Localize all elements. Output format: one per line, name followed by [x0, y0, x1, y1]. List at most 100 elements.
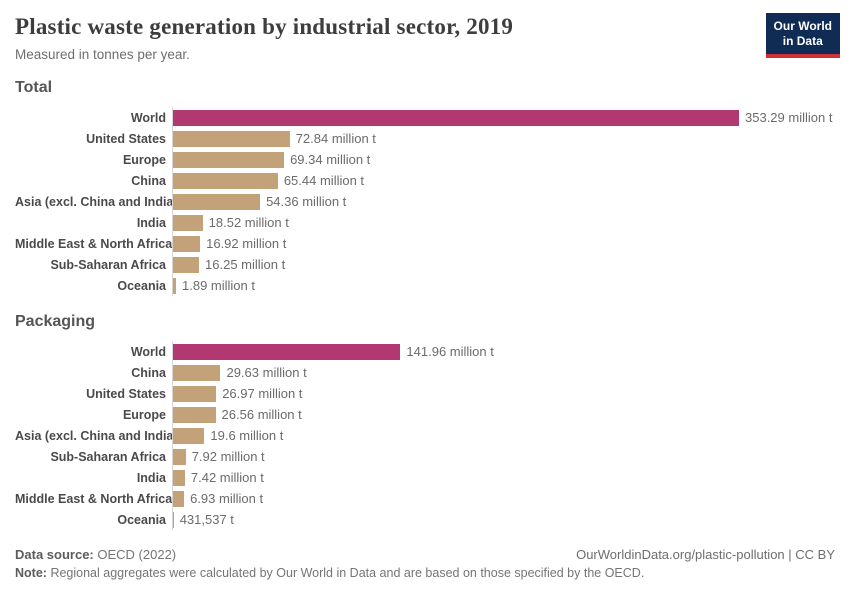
bar-value-label: 1.89 million t	[182, 278, 255, 293]
bar-row-label: China	[131, 173, 166, 188]
bar-row-label: United States	[86, 131, 166, 146]
bar-row: World 141.96 million t	[15, 341, 835, 362]
chart-section-packaging: Packaging World 141.96 million t China 29.63…	[15, 313, 835, 530]
bar-row: China 29.63 million t	[15, 362, 835, 383]
bar[interactable]	[173, 193, 261, 210]
bar-value-label: 18.52 million t	[208, 215, 289, 230]
bar-row-label: United States	[86, 386, 166, 401]
bar-track: 29.63 million t	[172, 362, 835, 383]
bar-value-label: 19.6 million t	[210, 428, 284, 443]
bar-track: 26.56 million t	[172, 404, 835, 425]
page-subtitle: Measured in tonnes per year.	[15, 47, 190, 62]
bar-rows: World 141.96 million t China 29.63 million …	[15, 341, 835, 530]
bar-value-label: 16.25 million t	[205, 257, 286, 272]
bar-value-label: 7.42 million t	[190, 470, 264, 485]
bar-row: Oceania 431,537 t	[15, 509, 835, 530]
bar-value-label: 141.96 million t	[406, 344, 494, 359]
bar[interactable]	[173, 256, 200, 273]
bar-track: 54.36 million t	[172, 191, 835, 212]
bar-row: Asia (excl. China and India) 54.36 millio…	[15, 191, 835, 212]
note: Note: Regional aggregates were calculate…	[15, 566, 644, 580]
bar-track: 141.96 million t	[172, 341, 835, 362]
section-title: Packaging	[15, 313, 96, 330]
bar-row-label: Europe	[122, 152, 166, 167]
bar-value-label: 29.63 million t	[226, 365, 307, 380]
bar-row-label: Oceania	[117, 278, 166, 293]
page-title: Plastic waste generation by industrial s…	[15, 14, 514, 39]
bar-row: China 65.44 million t	[15, 170, 835, 191]
bar[interactable]	[173, 109, 739, 126]
bar-row: Sub-Saharan Africa 16.25 million t	[15, 254, 835, 275]
bar-row: Europe 26.56 million t	[15, 404, 835, 425]
bar[interactable]	[173, 214, 203, 231]
bar-row-label: Asia (excl. China and India)	[15, 428, 178, 443]
bar[interactable]	[173, 427, 205, 444]
bar-value-label: 26.56 million t	[221, 407, 302, 422]
bar-row: United States 26.97 million t	[15, 383, 835, 404]
bar-row: Europe 69.34 million t	[15, 149, 835, 170]
owid-logo-line2: in Data	[782, 34, 823, 48]
bar-value-label: 353.29 million t	[745, 110, 833, 125]
bar-value-label: 54.36 million t	[266, 194, 347, 209]
bar-row-label: Europe	[122, 407, 166, 422]
bar-row-label: Oceania	[117, 512, 166, 527]
data-source-label: Data source:	[15, 547, 94, 562]
bar[interactable]	[173, 172, 278, 189]
bar-track: 6.93 million t	[172, 488, 835, 509]
bar-track: 65.44 million t	[172, 170, 835, 191]
bar-track: 353.29 million t	[172, 107, 835, 128]
bar[interactable]	[173, 448, 186, 465]
bar-row: Middle East & North Africa 16.92 million …	[15, 233, 835, 254]
bar-track: 19.6 million t	[172, 425, 835, 446]
bar-row: Sub-Saharan Africa 7.92 million t	[15, 446, 835, 467]
bar[interactable]	[173, 385, 217, 402]
bar-rows: World 353.29 million t United States 72.84 …	[15, 107, 835, 296]
bar-row-label: World	[130, 344, 166, 359]
bar[interactable]	[173, 235, 201, 252]
bar[interactable]	[173, 130, 290, 147]
bar-row-label: Middle East & North Africa	[15, 236, 173, 251]
bar-row: World 353.29 million t	[15, 107, 835, 128]
footer: Data source: OECD (2022) OurWorldinData.…	[15, 547, 835, 580]
bar-track: 431,537 t	[172, 509, 835, 530]
bar-row-label: India	[136, 215, 166, 230]
owid-logo-line1: Our World	[773, 19, 832, 33]
bar[interactable]	[173, 151, 285, 168]
bar-row-label: Sub-Saharan Africa	[50, 257, 166, 272]
owid-logo: Our World in Data	[765, 13, 840, 58]
bar-track: 16.25 million t	[172, 254, 835, 275]
note-text: Regional aggregates were calculated by O…	[50, 566, 645, 580]
bar[interactable]	[173, 364, 221, 381]
bar-row: Asia (excl. China and India) 19.6 million…	[15, 425, 835, 446]
owid-url-link[interactable]: OurWorldinData.org/plastic-pollution | C…	[576, 547, 835, 562]
bar-row-label: India	[136, 470, 166, 485]
bar[interactable]	[173, 406, 216, 423]
bar-row-label: China	[131, 365, 166, 380]
bar[interactable]	[173, 277, 177, 294]
bar-track: 69.34 million t	[172, 149, 835, 170]
bar-track: 18.52 million t	[172, 212, 835, 233]
bar[interactable]	[173, 490, 185, 507]
bar[interactable]	[173, 469, 185, 486]
bar-track: 16.92 million t	[172, 233, 835, 254]
bar-value-label: 65.44 million t	[283, 173, 365, 188]
data-source: Data source: OECD (2022)	[15, 547, 176, 562]
bar-track: 72.84 million t	[172, 128, 835, 149]
bar-track: 7.92 million t	[172, 446, 835, 467]
bar-row-label: World	[130, 110, 166, 125]
bar-value-label: 69.34 million t	[290, 152, 371, 167]
bar-row: United States 72.84 million t	[15, 128, 835, 149]
bar-row: Oceania 1.89 million t	[15, 275, 835, 296]
bar-value-label: 431,537 t	[179, 512, 234, 527]
bar[interactable]	[173, 511, 174, 528]
bar-row-label: Asia (excl. China and India)	[15, 194, 178, 209]
bar[interactable]	[173, 343, 401, 360]
note-label: Note:	[15, 566, 47, 580]
bar-value-label: 16.92 million t	[206, 236, 287, 251]
bar-track: 7.42 million t	[172, 467, 835, 488]
bar-track: 26.97 million t	[172, 383, 835, 404]
bar-row: Middle East & North Africa 6.93 million t	[15, 488, 835, 509]
bar-row-label: Middle East & North Africa	[15, 491, 173, 506]
bar-value-label: 6.93 million t	[190, 491, 264, 506]
